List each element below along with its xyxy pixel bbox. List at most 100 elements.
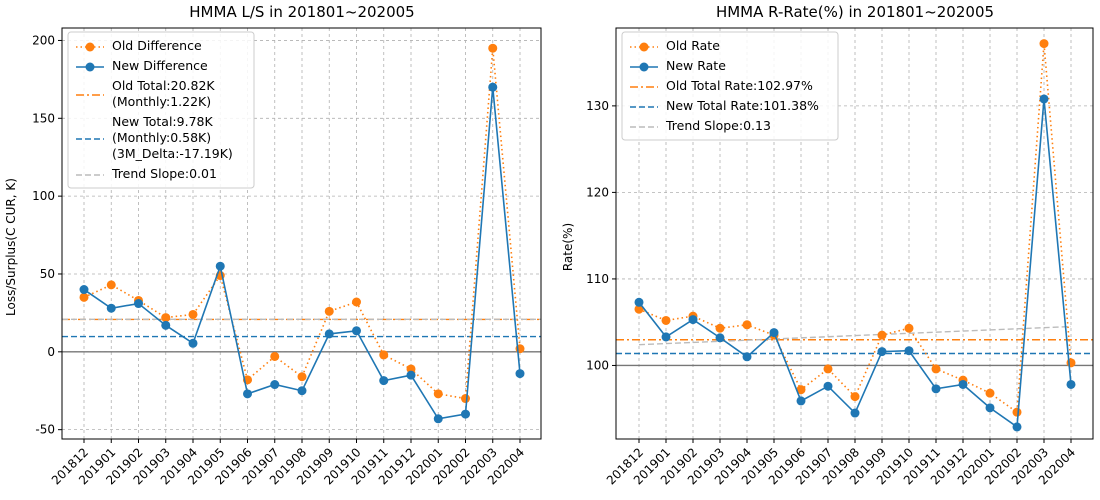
left-y-tick-label: -50	[35, 423, 55, 437]
right-legend-label: New Total Rate:101.38%	[666, 98, 819, 113]
right-data-point-old	[985, 388, 995, 398]
left-y-tick-label: 150	[32, 111, 55, 125]
right-data-point-new	[931, 384, 941, 394]
right-data-point-new	[661, 332, 671, 342]
right-data-point-old	[742, 320, 752, 330]
left-y-tick-label: 0	[47, 345, 55, 359]
left-data-point-old	[488, 43, 498, 53]
right-data-point-new	[1012, 422, 1022, 432]
right-legend-label: Old Rate	[666, 38, 720, 53]
right-data-point-old	[823, 364, 833, 374]
left-data-point-new	[215, 261, 225, 271]
right-data-point-new	[904, 346, 914, 356]
left-legend-label: (3M_Delta:-17.19K)	[112, 146, 233, 161]
right-data-point-new	[877, 347, 887, 357]
right-y-tick-label: 130	[586, 99, 609, 113]
left-data-point-new	[515, 369, 525, 379]
left-data-point-new	[297, 386, 307, 396]
right-legend-marker	[639, 42, 649, 52]
left-data-point-old	[379, 350, 389, 360]
right-data-point-new	[688, 315, 698, 325]
left-data-point-new	[270, 380, 280, 390]
left-data-point-new	[352, 326, 361, 336]
left-legend-label: Old Difference	[112, 38, 202, 53]
left-data-point-new	[79, 285, 89, 295]
left-data-point-new	[106, 303, 116, 313]
right-data-point-old	[1066, 358, 1076, 368]
right-y-axis-label: Rate(%)	[561, 223, 575, 271]
right-data-point-old	[715, 323, 725, 333]
right-legend-box	[621, 31, 839, 141]
left-chart: HMMA L/S in 201801~202005 Loss/Surplus(C…	[4, 3, 542, 488]
left-data-point-new	[488, 82, 498, 92]
left-data-point-old	[352, 297, 361, 307]
left-y-axis-label: Loss/Surplus(C CUR, K)	[4, 178, 18, 316]
left-data-point-old	[433, 389, 443, 399]
right-data-point-new	[796, 396, 806, 406]
right-series	[634, 39, 1076, 432]
right-reference-line	[638, 325, 1072, 346]
left-y-tick-label: 200	[32, 33, 55, 47]
left-legend: Old Difference New Difference Old Total:20…	[67, 31, 255, 189]
right-legend-label: New Rate	[666, 58, 726, 73]
left-data-point-new	[188, 338, 198, 348]
right-data-point-old	[661, 315, 671, 325]
left-legend-label: Old Total:20.82K	[112, 78, 215, 93]
right-data-point-new	[1066, 379, 1076, 389]
left-data-point-new	[379, 376, 389, 386]
right-data-point-new	[769, 328, 779, 338]
left-chart-title: HMMA L/S in 201801~202005	[189, 3, 414, 21]
right-data-point-old	[850, 392, 860, 402]
left-data-point-old	[406, 364, 416, 374]
left-legend-label: Trend Slope:0.01	[111, 166, 217, 181]
right-y-tick-label: 100	[586, 358, 609, 372]
left-legend-label: (Monthly:1.22K)	[112, 94, 211, 109]
right-data-point-old	[1012, 407, 1022, 417]
right-chart: HMMA R-Rate(%) in 201801~202005 Rate(%) …	[561, 3, 1094, 488]
left-series	[79, 43, 525, 424]
left-data-point-new	[134, 299, 143, 309]
right-data-point-old	[877, 330, 887, 340]
left-y-tick-label: 100	[32, 189, 55, 203]
left-data-point-old	[106, 280, 116, 290]
right-data-point-new	[985, 403, 995, 413]
right-y-tick-label: 120	[586, 185, 609, 199]
left-data-point-new	[433, 414, 443, 424]
left-data-point-new	[406, 370, 416, 380]
left-data-point-new	[461, 409, 470, 419]
right-data-point-old	[1039, 39, 1049, 49]
right-data-point-new	[958, 379, 968, 389]
left-legend-label: (Monthly:0.58K)	[112, 130, 211, 145]
left-legend-label: New Total:9.78K	[112, 114, 213, 129]
left-y-tick-label: 50	[40, 267, 55, 281]
left-reference-lines	[62, 318, 541, 353]
right-legend: Old Rate New Rate Old Total Rate:102.97% Ne…	[621, 31, 839, 141]
right-data-point-new	[1039, 94, 1049, 104]
right-data-point-old	[904, 323, 914, 333]
right-data-point-old	[634, 304, 644, 314]
right-chart-title: HMMA R-Rate(%) in 201801~202005	[716, 3, 994, 21]
left-data-point-old	[188, 309, 198, 319]
left-data-point-new	[243, 389, 252, 399]
left-data-point-old	[161, 313, 171, 323]
right-data-point-old	[796, 385, 806, 395]
left-data-point-new	[161, 320, 171, 330]
right-data-point-new	[715, 333, 725, 343]
right-legend-label: Trend Slope:0.13	[665, 118, 771, 133]
right-data-point-old	[931, 364, 941, 374]
right-data-point-new	[634, 297, 644, 307]
left-data-point-old	[461, 394, 470, 404]
left-legend-marker	[85, 42, 95, 52]
right-reference-lines	[616, 325, 1093, 367]
right-data-point-new	[850, 408, 860, 418]
left-data-point-old	[79, 292, 89, 302]
left-legend-label: New Difference	[112, 58, 208, 73]
left-data-point-old	[324, 306, 334, 316]
left-legend-box	[67, 31, 255, 189]
right-legend-marker	[639, 62, 649, 72]
right-y-tick-label: 110	[586, 272, 609, 286]
right-data-point-new	[823, 381, 833, 391]
right-data-point-new	[742, 352, 752, 362]
left-data-point-old	[270, 351, 280, 361]
